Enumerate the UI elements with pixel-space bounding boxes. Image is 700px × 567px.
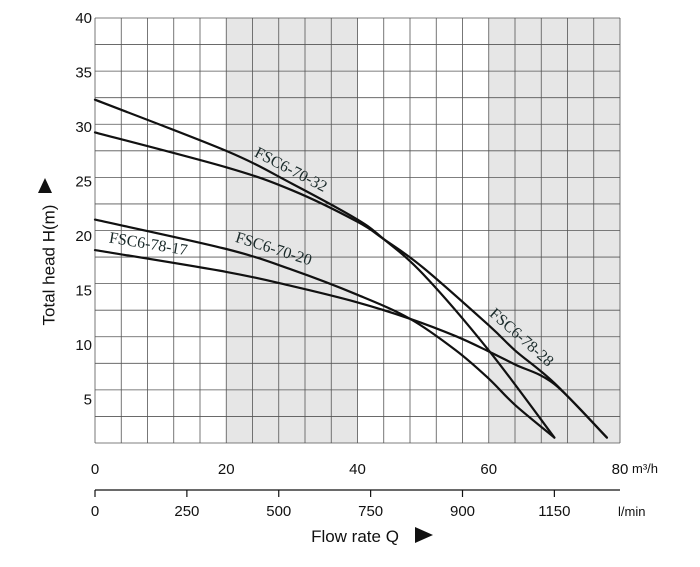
secondary-tick-label: 0 [91, 503, 99, 520]
y-tick-label: 20 [75, 228, 92, 245]
x-tick-label: 0 [91, 461, 99, 478]
y-tick-label: 40 [75, 10, 92, 27]
series-line-fsc6-78-28 [93, 131, 608, 439]
y-axis-arrow-icon [38, 178, 52, 193]
x-tick-label: 80 [612, 461, 629, 478]
x-tick-label: 40 [349, 461, 366, 478]
x-tick-labels: 0 20 40 60 80 [91, 461, 629, 478]
y-axis-title-group: Total head H(m) [39, 205, 58, 326]
y-tick-labels: 5 10 15 20 25 30 35 40 [75, 10, 92, 408]
series-line-fsc6-78-17 [93, 249, 608, 439]
secondary-tick-label: 1150 [538, 503, 570, 520]
x-tick-label: 60 [480, 461, 497, 478]
x-axis-title: Flow rate Q [311, 527, 399, 546]
y-tick-label: 5 [84, 391, 92, 408]
x-tick-label: 20 [218, 461, 235, 478]
secondary-x-axis: 0 250 500 750 900 1150 l/min [91, 489, 645, 520]
series-line-fsc6-70-20 [93, 218, 556, 439]
x-axis-arrow-icon [415, 527, 433, 543]
secondary-tick-label: 750 [358, 503, 383, 520]
y-tick-label: 25 [75, 173, 92, 190]
curve-group [93, 98, 608, 439]
y-tick-label: 10 [75, 337, 92, 354]
y-tick-label: 35 [75, 64, 92, 81]
y-axis-title: Total head H(m) [39, 205, 58, 326]
secondary-tick-label: 250 [174, 503, 199, 520]
y-tick-label: 15 [75, 282, 92, 299]
x-unit-top: m³/h [632, 461, 658, 476]
y-tick-label: 30 [75, 119, 92, 136]
secondary-tick-label: 900 [450, 503, 475, 520]
secondary-tick-label: 500 [266, 503, 291, 520]
secondary-axis-unit: l/min [618, 504, 645, 519]
grid-lines [94, 17, 621, 444]
